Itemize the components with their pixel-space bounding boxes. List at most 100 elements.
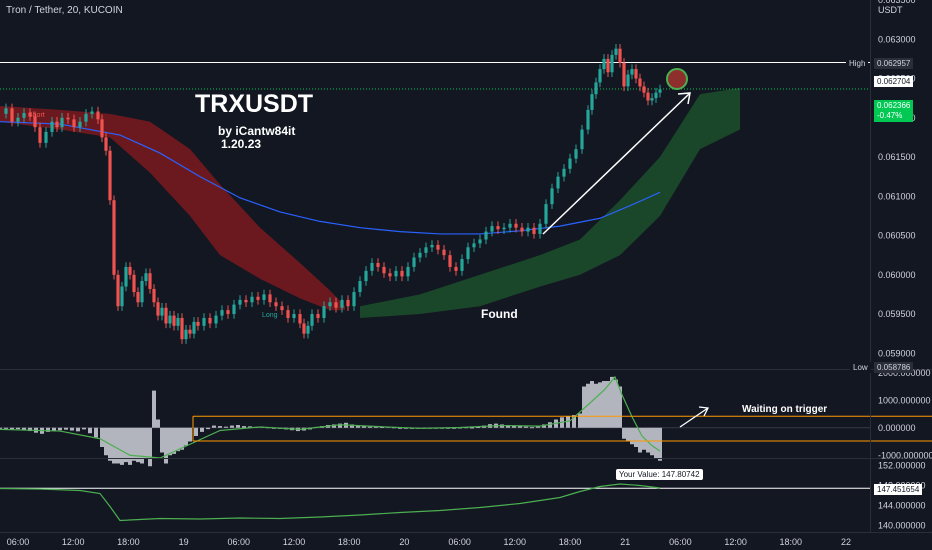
candle (594, 82, 598, 95)
candle (334, 302, 338, 308)
candle (502, 227, 506, 230)
quote-unit: USDT (878, 5, 903, 15)
osc-bar (112, 427, 116, 464)
candle (16, 117, 20, 122)
candle (466, 247, 470, 260)
indicator-tick-label: 140.000000 (878, 521, 926, 531)
osc-bar (594, 383, 598, 428)
osc-bar (128, 427, 132, 465)
candle (586, 109, 590, 130)
candle (10, 108, 14, 122)
osc-bar (94, 427, 98, 438)
osc-bar (368, 426, 372, 428)
candle (298, 314, 302, 324)
candle (394, 270, 398, 277)
candle (116, 274, 120, 307)
osc-bar (46, 427, 50, 432)
candle (78, 121, 82, 128)
osc-bar (548, 422, 552, 428)
candle (610, 54, 614, 73)
candle (406, 266, 410, 277)
current-price-change: -0.47% (877, 111, 903, 120)
time-tick-label: 22 (841, 537, 851, 547)
candle (38, 127, 42, 143)
high-value-badge: 0.062957 (874, 58, 914, 69)
candle (602, 58, 606, 70)
time-tick-label: 06:00 (228, 537, 251, 547)
osc-bar (160, 427, 164, 453)
osc-bar (650, 427, 654, 456)
osc-bar (578, 413, 582, 428)
osc-bar (630, 427, 634, 445)
osc-bar (610, 376, 614, 428)
indicator-tick-label: 152.000000 (878, 461, 926, 471)
price-tick-label: 0.059000 (878, 348, 916, 358)
osc-bar (590, 381, 594, 428)
candle (66, 117, 70, 120)
candle (192, 321, 196, 334)
osc-bar (10, 427, 14, 430)
candle (164, 307, 168, 324)
osc-bar (164, 427, 168, 464)
osc-bar (194, 427, 198, 436)
candle (514, 223, 518, 228)
symbol-annotation: TRXUSDT (195, 90, 314, 118)
candle (120, 286, 124, 307)
candle (168, 315, 172, 324)
current-price-badge: 0.062366 -0.47% (874, 100, 914, 122)
time-tick-label: 06:00 (669, 537, 692, 547)
candle (400, 270, 404, 277)
date-annotation: 1.20.23 (221, 137, 262, 151)
candle (140, 281, 144, 303)
osc-bar (506, 425, 510, 428)
candle (250, 296, 254, 303)
indicator-value-badge: 147.451654 (874, 484, 923, 495)
candle (152, 288, 156, 303)
high-label: High (846, 58, 869, 69)
candle (232, 304, 236, 315)
osc-bar (626, 427, 630, 442)
osc-bar (566, 416, 570, 428)
time-tick-label: 20 (399, 537, 409, 547)
candle (22, 113, 26, 118)
author-annotation: by iCantw84it (218, 124, 296, 138)
candle (346, 299, 350, 307)
osc-bar (58, 427, 62, 431)
osc-bar (374, 426, 378, 428)
osc-bar (646, 427, 650, 453)
candle (590, 94, 594, 110)
candle (280, 306, 284, 311)
osc-bar (206, 427, 210, 430)
resistance-value-badge: 0.062704 (874, 76, 914, 87)
candle (148, 273, 152, 289)
time-tick-label: 18:00 (117, 537, 140, 547)
candle (316, 314, 320, 318)
osc-bar (120, 427, 124, 465)
candle (208, 317, 212, 324)
candle (658, 89, 662, 93)
osc-bar (64, 427, 68, 430)
candle (454, 266, 458, 271)
candle (274, 302, 278, 307)
candle (180, 317, 184, 340)
osc-bar (100, 427, 104, 447)
price-tick-label: 0.063500 (878, 0, 916, 5)
candle (568, 158, 572, 169)
candle (244, 299, 248, 303)
osc-bar (116, 427, 120, 464)
time-tick-label: 21 (620, 537, 630, 547)
waiting-annotation: Waiting on trigger (742, 404, 828, 415)
candle (184, 329, 188, 340)
candle (556, 176, 560, 189)
osc-bar (224, 426, 228, 428)
candle (100, 119, 104, 138)
candle (90, 111, 94, 114)
time-tick-label: 12:00 (283, 537, 306, 547)
time-tick-label: 18:00 (338, 537, 361, 547)
candle (436, 244, 440, 250)
osc-bar (518, 426, 522, 428)
indicator-tick-label: 144.000000 (878, 501, 926, 511)
candle (598, 69, 602, 83)
candle (472, 243, 476, 248)
